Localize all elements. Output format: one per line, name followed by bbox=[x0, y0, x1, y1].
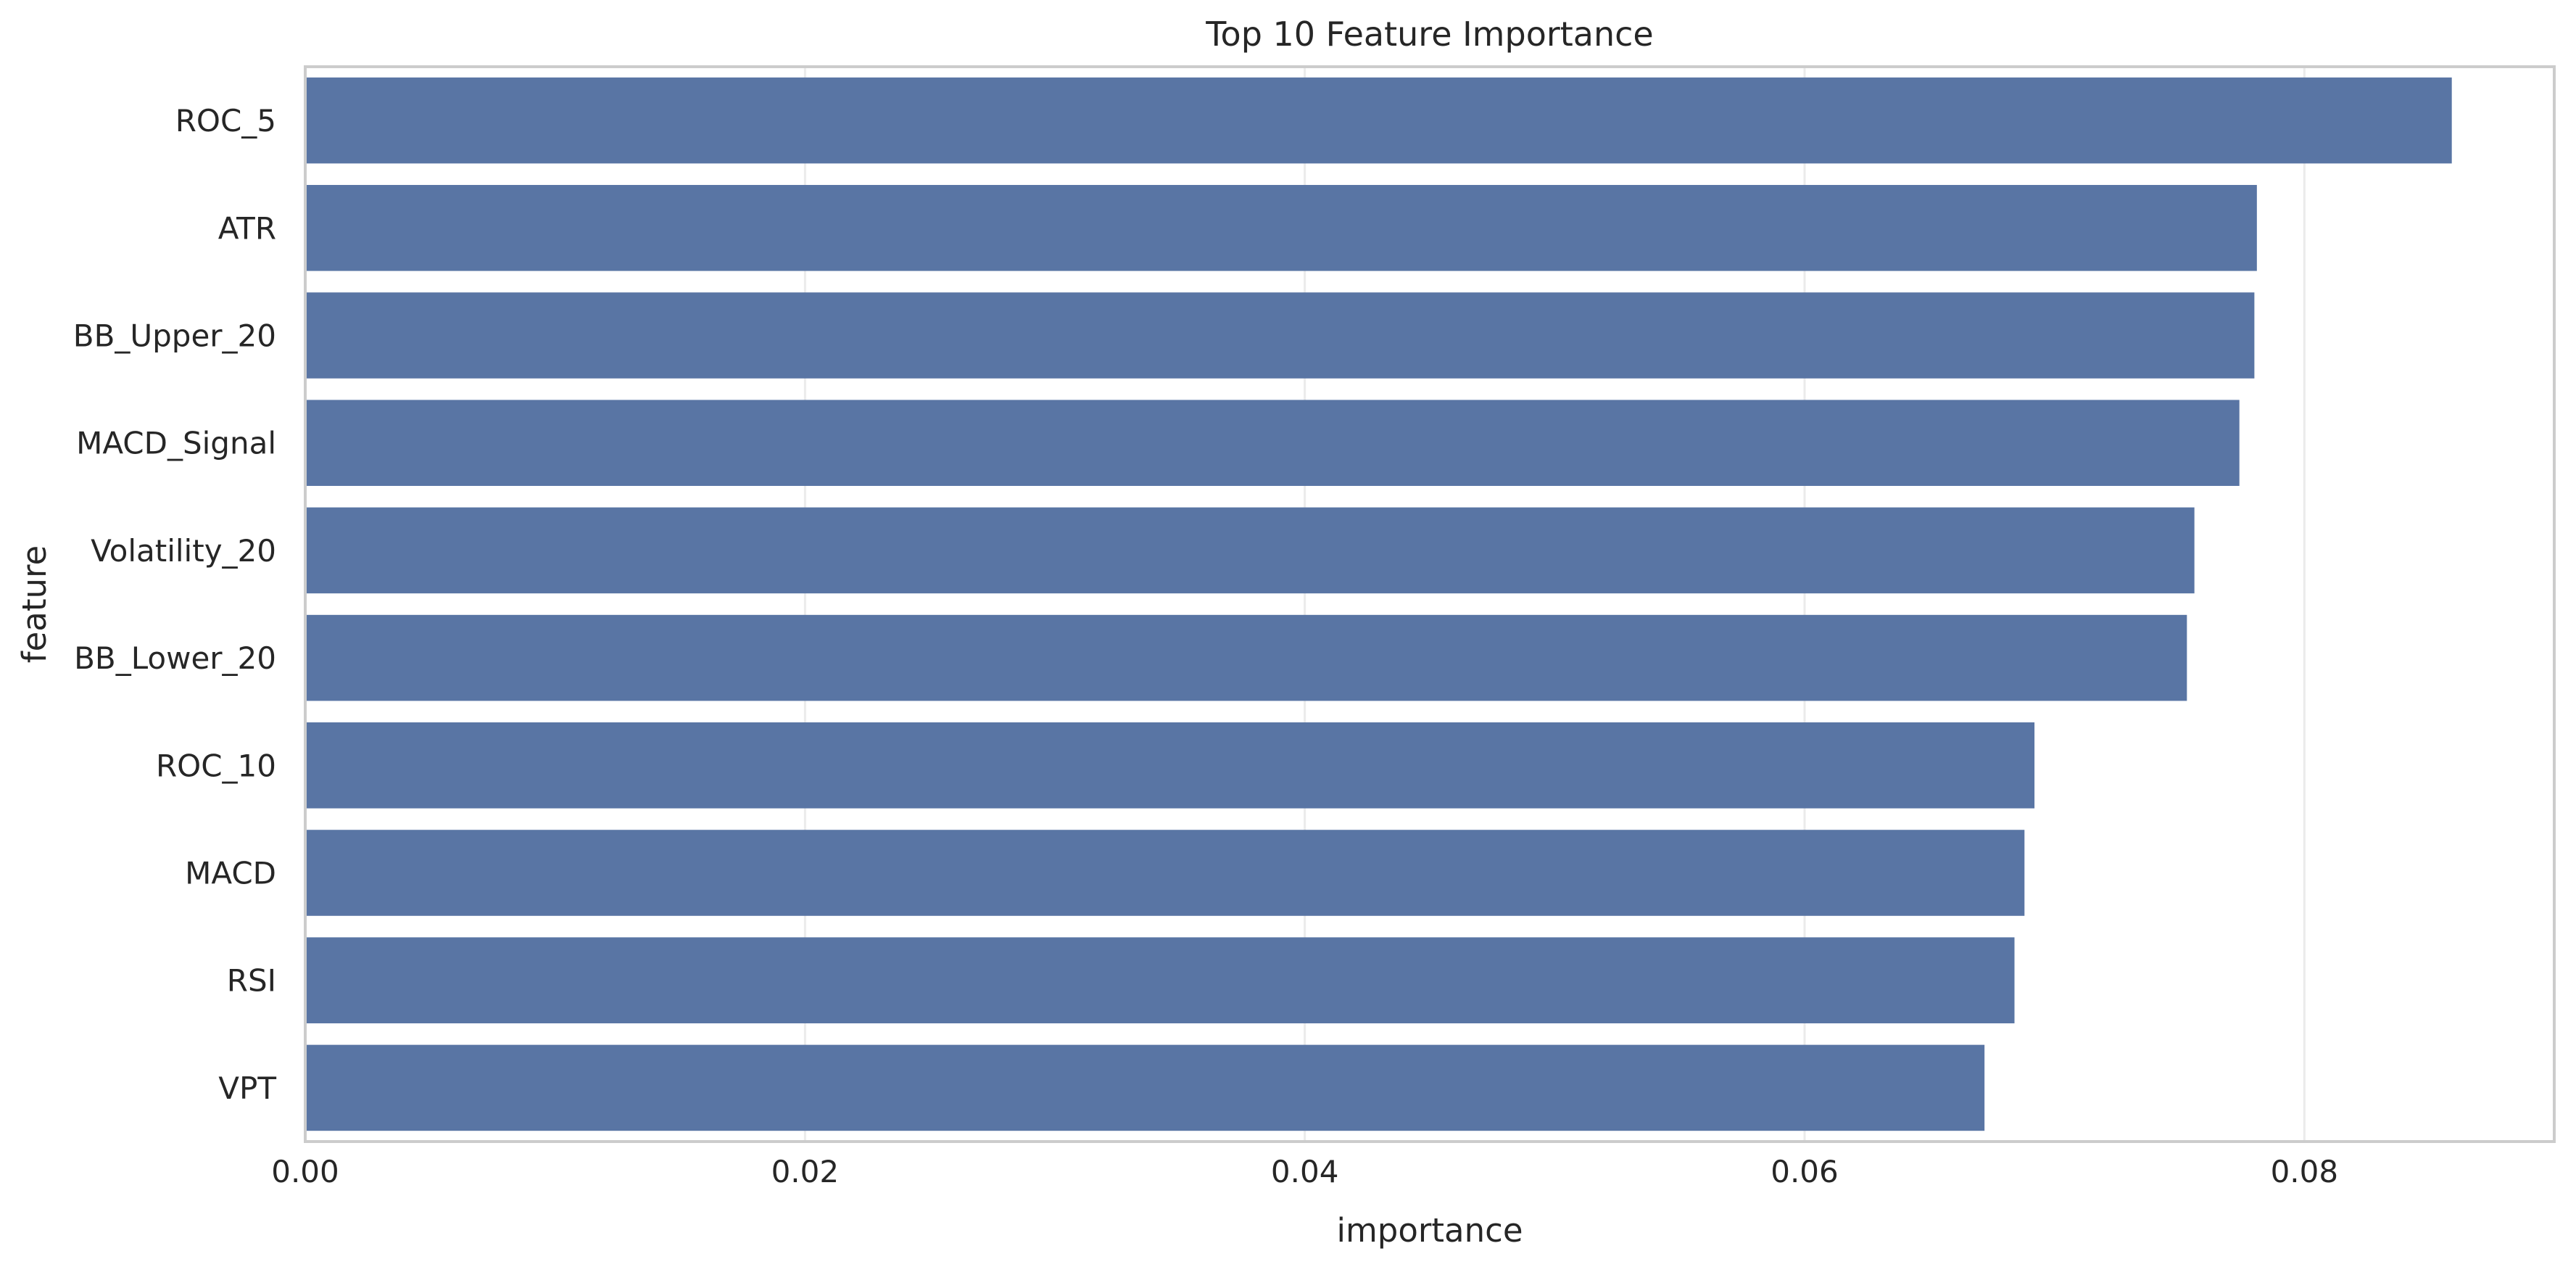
y-tick-label: BB_Upper_20 bbox=[73, 318, 276, 354]
bar-bb-upper-20 bbox=[305, 292, 2255, 379]
y-axis-label: feature bbox=[15, 545, 54, 663]
y-tick-label: BB_Lower_20 bbox=[74, 640, 276, 676]
x-axis-label: importance bbox=[1336, 1211, 1523, 1250]
bar-rsi bbox=[305, 937, 2015, 1023]
y-tick-label: RSI bbox=[227, 963, 276, 999]
bars bbox=[305, 77, 2452, 1131]
chart-title: Top 10 Feature Importance bbox=[1205, 15, 1653, 54]
x-tick-labels: 0.00 0.02 0.04 0.06 0.08 bbox=[271, 1154, 2338, 1189]
bar-roc-10 bbox=[305, 722, 2035, 809]
bar-macd bbox=[305, 830, 2025, 916]
y-tick-labels: ROC_5 ATR BB_Upper_20 MACD_Signal Volatility… bbox=[73, 103, 277, 1106]
x-tick-label: 0.06 bbox=[1771, 1154, 1839, 1189]
bar-volatility-20 bbox=[305, 507, 2195, 594]
x-tick-label: 0.04 bbox=[1271, 1154, 1339, 1189]
plot-frame bbox=[304, 65, 2556, 1143]
y-tick-label: VPT bbox=[218, 1070, 276, 1106]
y-tick-label: ATR bbox=[218, 210, 276, 246]
y-tick-label: ROC_5 bbox=[175, 103, 276, 139]
x-tick-label: 0.02 bbox=[771, 1154, 840, 1189]
bar-atr bbox=[305, 185, 2257, 271]
y-tick-label: MACD_Signal bbox=[76, 426, 276, 461]
bar-roc-5 bbox=[305, 77, 2452, 164]
bar-vpt bbox=[305, 1044, 1985, 1131]
y-tick-label: MACD bbox=[185, 856, 276, 891]
x-tick-label: 0.00 bbox=[271, 1154, 339, 1189]
bar-macd-signal bbox=[305, 400, 2240, 486]
y-tick-label: ROC_10 bbox=[156, 748, 276, 783]
bar-bb-lower-20 bbox=[305, 614, 2187, 701]
y-tick-label: Volatility_20 bbox=[91, 533, 276, 569]
x-tick-label: 0.08 bbox=[2271, 1154, 2339, 1189]
